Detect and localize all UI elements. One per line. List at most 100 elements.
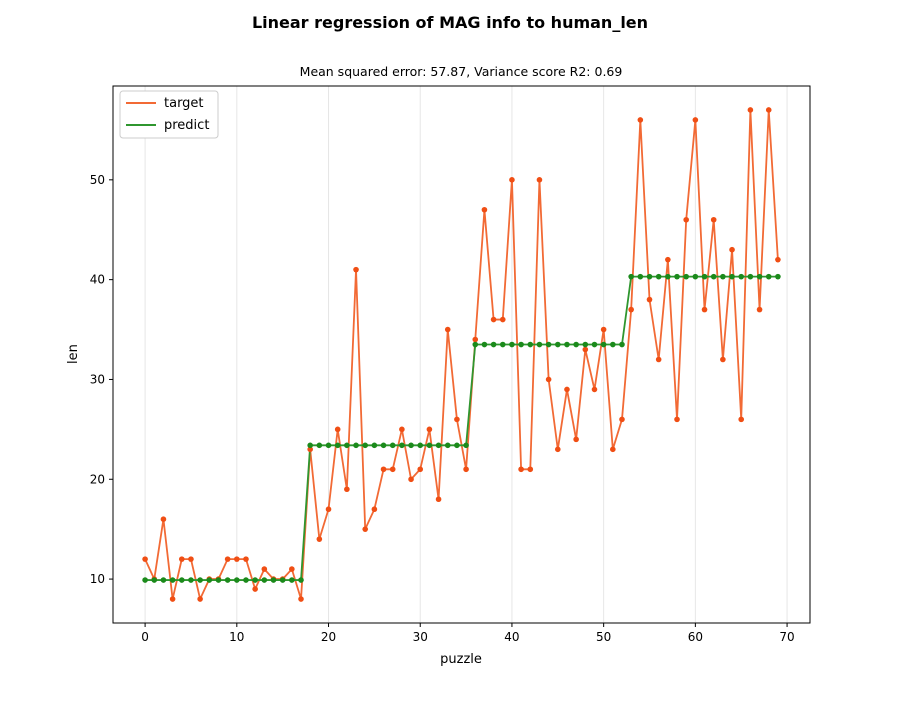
target-point (472, 336, 479, 343)
target-point (197, 596, 203, 602)
predict-point (408, 442, 414, 449)
target-point (444, 326, 451, 333)
predict-point (188, 577, 194, 583)
target-point (344, 486, 350, 493)
predict-point (344, 442, 350, 449)
target-point (564, 386, 570, 393)
target-point (371, 506, 378, 513)
predict-point (399, 442, 405, 449)
predict-point (564, 341, 570, 348)
predict-point (600, 341, 607, 348)
predict-point (169, 577, 176, 583)
predict-point (527, 341, 534, 348)
target-point (224, 556, 231, 562)
predict-point (261, 577, 268, 583)
predict-point (178, 577, 185, 583)
target-point (554, 446, 561, 453)
predict-point (729, 273, 735, 280)
target-point (481, 206, 488, 213)
predict-point (738, 273, 745, 280)
predict-point (454, 442, 460, 449)
predict-point (582, 341, 589, 348)
chart-subtitle: Mean squared error: 57.87, Variance scor… (300, 64, 623, 79)
series-line-predict (145, 275, 778, 581)
predict-point (142, 577, 148, 583)
x-tick-label: 0 (141, 630, 149, 644)
predict-point (481, 341, 488, 348)
predict-point (710, 273, 717, 280)
predict-point (637, 273, 644, 280)
y-tick-label: 30 (90, 372, 105, 386)
x-tick-label: 30 (413, 630, 428, 644)
predict-point (554, 341, 561, 348)
target-point (499, 316, 506, 323)
chart-title: Linear regression of MAG info to human_l… (252, 13, 648, 32)
target-point (527, 466, 534, 473)
x-axis-label: puzzle (440, 652, 482, 667)
target-point (573, 436, 579, 443)
predict-point (270, 577, 277, 583)
predict-point (307, 442, 313, 449)
predict-point (380, 442, 387, 449)
predict-point (298, 577, 304, 583)
predict-point (206, 577, 213, 583)
predict-point (545, 341, 552, 348)
target-point (289, 566, 295, 572)
target-point (362, 526, 369, 532)
target-point (389, 466, 396, 473)
target-point (619, 416, 625, 423)
predict-point (463, 442, 469, 449)
target-point (426, 426, 433, 433)
plot-area-frame (112, 85, 811, 624)
predict-point (435, 442, 442, 449)
x-tick-label: 40 (504, 630, 519, 644)
predict-point (490, 341, 497, 348)
target-point (298, 596, 304, 602)
target-point (243, 556, 249, 562)
predict-point (573, 341, 579, 348)
predict-point (499, 341, 506, 348)
predict-point (234, 577, 240, 583)
predict-point (353, 442, 359, 449)
target-point (536, 177, 543, 183)
predict-point (591, 341, 598, 348)
target-point (591, 386, 598, 393)
predict-point (160, 577, 167, 583)
target-point (353, 266, 359, 273)
predict-point (509, 341, 515, 348)
target-point (720, 356, 726, 363)
target-point (738, 416, 745, 423)
target-point (518, 466, 524, 473)
predict-point (472, 341, 479, 348)
predict-point (362, 442, 369, 449)
series-layer (142, 107, 781, 602)
predict-point (619, 341, 625, 348)
target-point (160, 516, 167, 522)
predict-point (747, 273, 754, 280)
predict-point (674, 273, 680, 280)
predict-point (325, 442, 332, 449)
predict-point (765, 273, 772, 280)
y-tick-label: 10 (90, 572, 105, 586)
predict-point (720, 273, 726, 280)
predict-point (665, 273, 671, 280)
target-point (307, 446, 313, 453)
x-tick-label: 70 (779, 630, 794, 644)
predict-point (683, 273, 689, 280)
target-point (334, 426, 341, 433)
y-tick-label: 20 (90, 472, 105, 486)
target-point (628, 306, 634, 313)
target-point (169, 596, 176, 602)
predict-point (417, 442, 424, 449)
predict-point (701, 273, 708, 280)
target-point (408, 476, 414, 483)
y-tick-label: 50 (90, 173, 105, 187)
predict-point (289, 577, 295, 583)
target-point (316, 536, 323, 542)
predict-point (252, 577, 258, 583)
x-tick-label: 60 (688, 630, 703, 644)
axes: 0 10 20 30 40 50 60 70 10 20 30 40 50 (90, 173, 795, 644)
target-point (417, 466, 424, 473)
